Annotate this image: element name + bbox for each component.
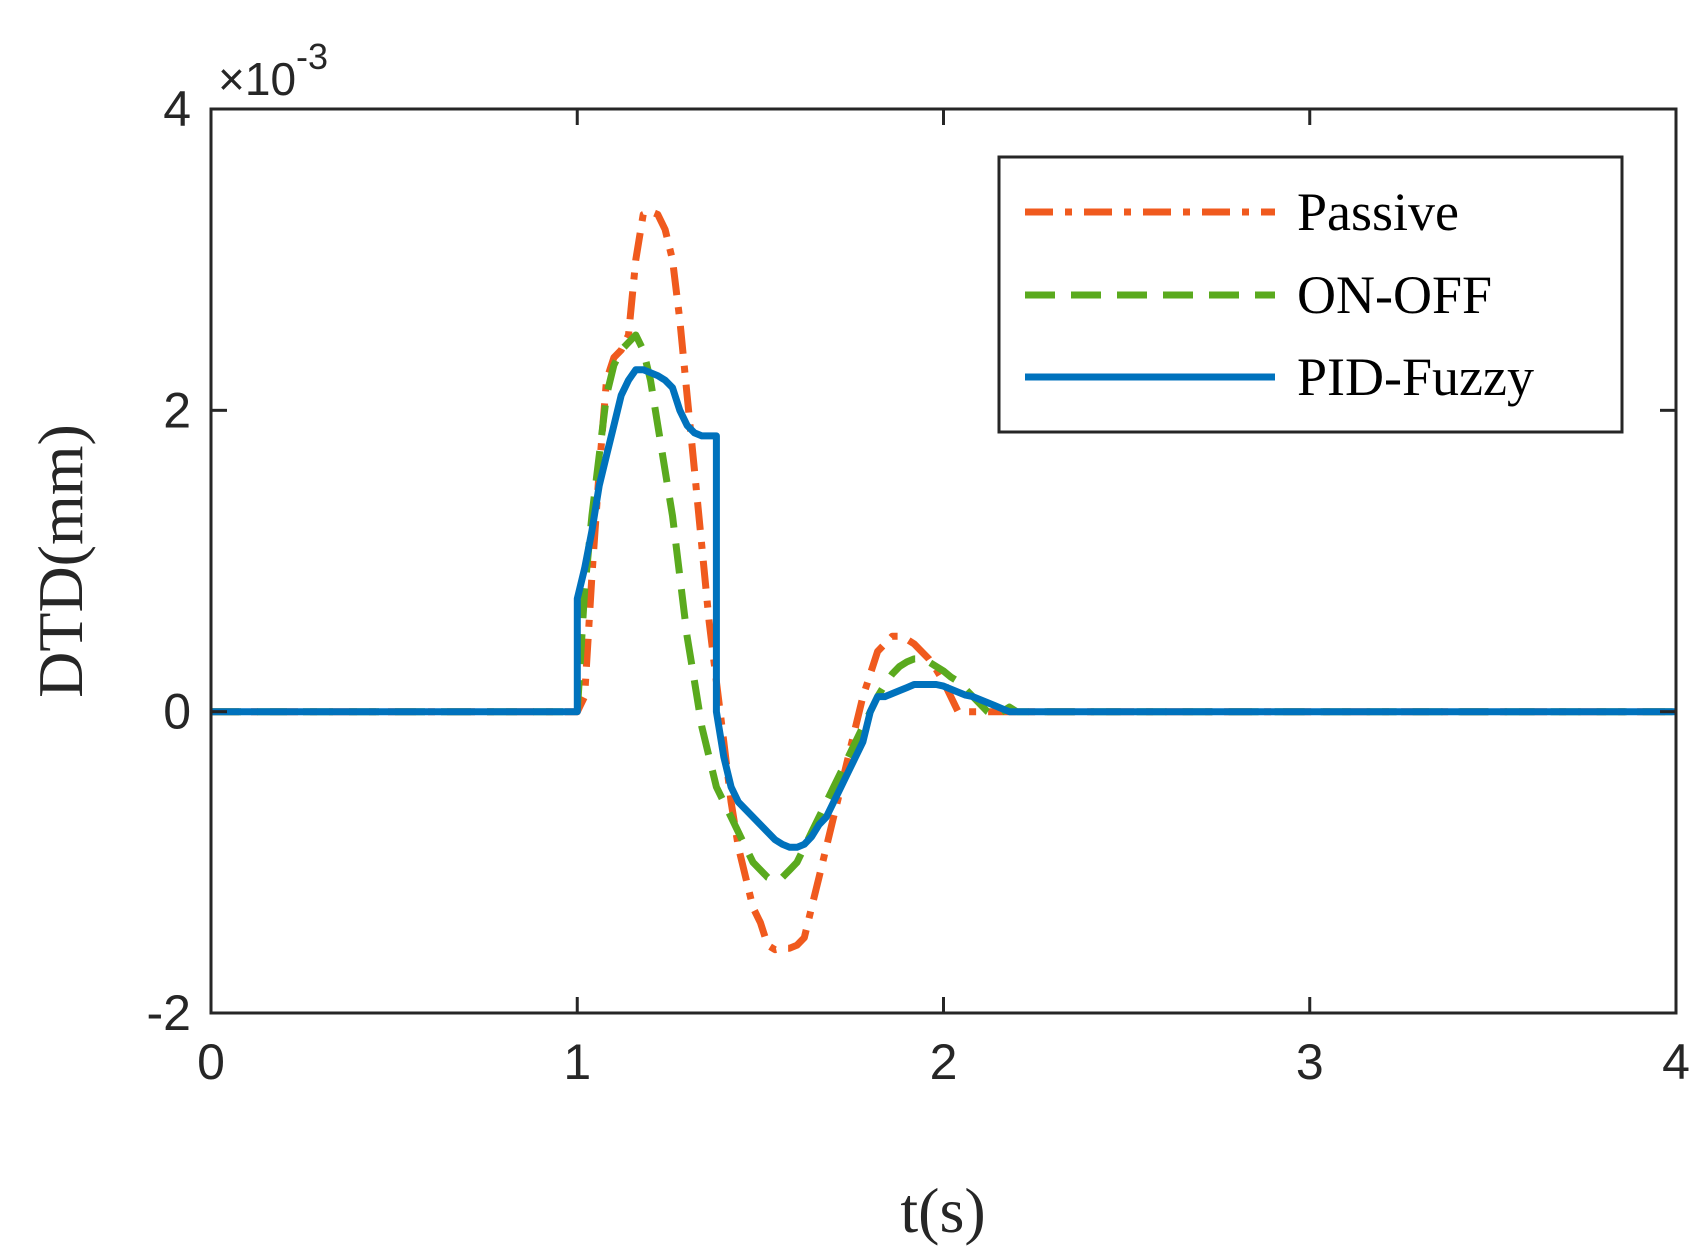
x-tick-label: 3 (1296, 1034, 1324, 1090)
legend-label-passive: Passive (1297, 182, 1459, 242)
y-exponent-base: ×10 (218, 53, 296, 105)
axis-ticks (209, 107, 1678, 1015)
x-tick-label: 0 (197, 1034, 225, 1090)
legend-box (997, 155, 1624, 434)
y-axis-title: DTD(mm) (25, 424, 96, 698)
series-line-on-off (211, 331, 1676, 884)
y-tick-label: 4 (163, 81, 191, 137)
series-line-pid-fuzzy (211, 366, 1676, 851)
x-tick-label: 2 (930, 1034, 958, 1090)
legend-label-pid-fuzzy: PID-Fuzzy (1297, 347, 1534, 407)
y-tick-label: 2 (163, 382, 191, 438)
y-exponent-power: -3 (296, 36, 328, 77)
y-tick-label: 0 (163, 684, 191, 740)
y-exponent-label: ×10-3 (218, 36, 328, 105)
legend: Passive ON-OFF PID-Fuzzy (997, 155, 1624, 434)
x-tick-label: 1 (563, 1034, 591, 1090)
x-tick-label: 4 (1662, 1034, 1690, 1090)
y-tick-label: -2 (147, 985, 191, 1041)
series-line-passive (211, 208, 1676, 954)
legend-label-on-off: ON-OFF (1297, 265, 1492, 325)
plot-lines (211, 208, 1676, 954)
x-axis-title: t(s) (900, 1175, 985, 1246)
